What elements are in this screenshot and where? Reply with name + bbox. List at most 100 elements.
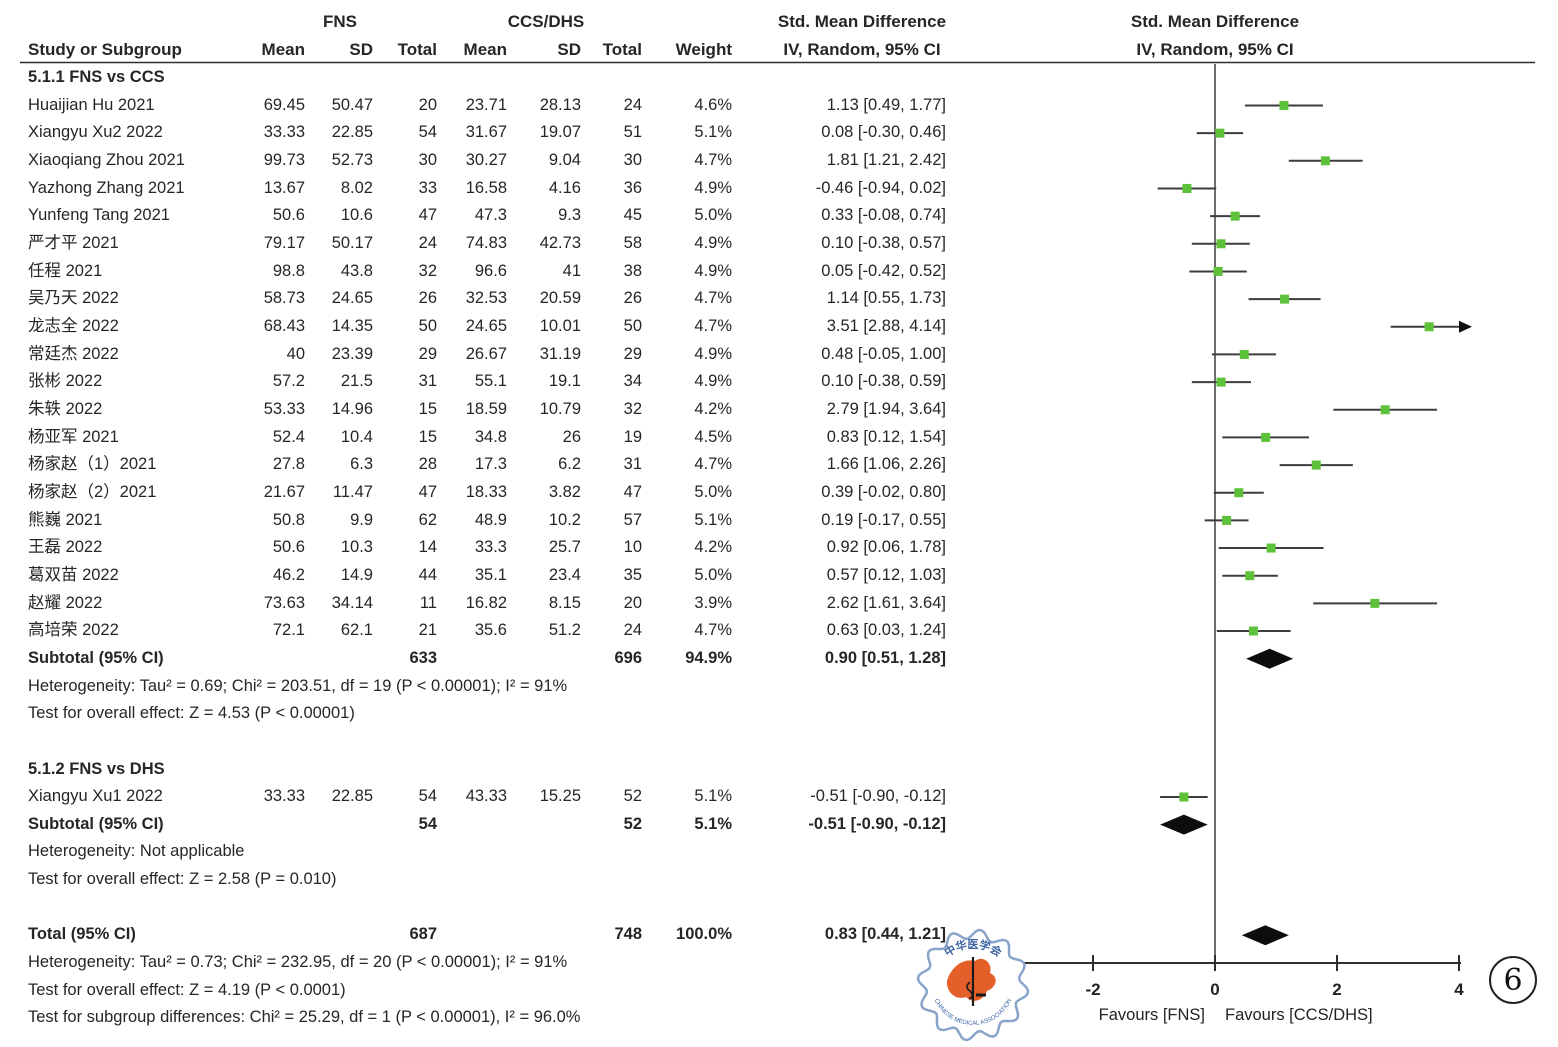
- study-row: 张彬 2022 57.2 21.5 31 55.1 19.1 34 4.9% 0.10 [-0.…: [0, 368, 990, 396]
- weight: 4.7%: [694, 150, 732, 169]
- fns-total: 15: [418, 427, 437, 446]
- study-row: 熊巍 2021 50.8 9.9 62 48.9 10.2 57 5.1% 0.19 [-0.1…: [0, 507, 990, 535]
- subtotal-ci: -0.51 [-0.90, -0.12]: [808, 814, 946, 833]
- ccs-total: 50: [623, 316, 642, 335]
- summary-diamond: [1246, 648, 1294, 669]
- fns-total: 14: [418, 538, 437, 557]
- ccs-mean: 16.58: [465, 178, 507, 197]
- ci-text: 0.05 [-0.42, 0.52]: [821, 261, 946, 280]
- ccs-sd: 42.73: [539, 233, 581, 252]
- study-row: 杨家赵（1）2021 27.8 6.3 28 17.3 6.2 31 4.7% 1.66 [1.…: [0, 451, 990, 479]
- ccs-total: 20: [623, 593, 642, 612]
- ccs-sd: 19.07: [539, 123, 581, 142]
- study-row: 严才平 2021 79.17 50.17 24 74.83 42.73 58 4.9% 0.10…: [0, 230, 990, 258]
- overall-effect-row: Test for overall effect: Z = 4.53 (P < 0…: [0, 700, 990, 728]
- effect-subtitle-right: IV, Random, 95% CI: [1136, 40, 1294, 59]
- ccs-total: 24: [623, 95, 642, 114]
- effect-marker: [1230, 211, 1240, 221]
- col-header-mean: Mean: [463, 40, 507, 59]
- ci-text: 0.19 [-0.17, 0.55]: [821, 510, 946, 529]
- ccs-mean: 30.27: [465, 150, 507, 169]
- effect-marker: [1215, 128, 1225, 138]
- effect-marker: [1370, 598, 1380, 608]
- subtotal-label: Subtotal (95% CI): [28, 814, 164, 833]
- ci-text: 0.57 [0.12, 1.03]: [826, 565, 946, 584]
- cma-stamp-serpent: [966, 981, 974, 1000]
- weight: 4.9%: [694, 372, 732, 391]
- ci-text: 1.14 [0.55, 1.73]: [826, 289, 946, 308]
- weight: 4.7%: [694, 455, 732, 474]
- group1-header: FNS: [323, 12, 357, 31]
- study-row: Yazhong Zhang 2021 13.67 8.02 33 16.58 4.16 36…: [0, 175, 990, 203]
- fns-sd: 11.47: [332, 482, 373, 501]
- ccs-sd: 26: [562, 427, 581, 446]
- study-name: Xiangyu Xu2 2022: [28, 123, 163, 142]
- effect-marker: [1424, 322, 1434, 332]
- fns-sd: 24.65: [331, 289, 373, 308]
- study-name: 朱轶 2022: [28, 399, 103, 418]
- fns-total: 32: [418, 261, 437, 280]
- fns-sd: 23.39: [331, 344, 373, 363]
- ccs-sd: 9.04: [548, 150, 581, 169]
- fns-mean: 40: [286, 344, 305, 363]
- effect-marker: [1320, 156, 1330, 166]
- ccs-sd: 23.4: [548, 565, 581, 584]
- ci-text: 0.92 [0.06, 1.78]: [826, 538, 946, 557]
- total-row: Total (95% CI) 687 748 100.0% 0.83 [0.44, 1.…: [0, 921, 990, 949]
- col-header-total: Total: [397, 40, 437, 59]
- study-row: Xiangyu Xu1 2022 33.33 22.85 54 43.33 15.25 52…: [0, 783, 990, 811]
- ci-arrow: [1459, 320, 1472, 333]
- subtotal-fns-total: 54: [418, 814, 437, 833]
- ccs-total: 30: [623, 150, 642, 169]
- ccs-sd: 10.79: [539, 399, 581, 418]
- ccs-mean: 34.8: [474, 427, 507, 446]
- fns-sd: 62.1: [340, 621, 373, 640]
- fns-total: 26: [418, 289, 437, 308]
- fns-total: 31: [418, 372, 437, 391]
- ccs-total: 58: [623, 233, 642, 252]
- fns-mean: 57.2: [272, 372, 305, 391]
- weight: 4.2%: [694, 538, 732, 557]
- effect-marker: [1222, 515, 1232, 525]
- ci-text: 0.39 [-0.02, 0.80]: [821, 482, 946, 501]
- effect-title-left: Std. Mean Difference: [777, 12, 947, 31]
- effect-marker: [1311, 460, 1321, 470]
- ccs-total: 29: [623, 344, 642, 363]
- ccs-mean: 32.53: [465, 289, 507, 308]
- ci-text: 0.48 [-0.05, 1.00]: [821, 344, 946, 363]
- fns-mean: 33.33: [263, 787, 305, 806]
- study-name: 杨家赵（1）2021: [28, 455, 157, 474]
- ccs-mean: 18.59: [465, 399, 507, 418]
- ci-text: 1.81 [1.21, 2.42]: [826, 150, 946, 169]
- weight: 4.9%: [694, 233, 732, 252]
- subtotal-fns-total: 633: [409, 648, 437, 667]
- ccs-mean: 26.67: [465, 344, 507, 363]
- ci-text: 0.08 [-0.30, 0.46]: [821, 123, 946, 142]
- study-row: 葛双苗 2022 46.2 14.9 44 35.1 23.4 35 5.0% 0.57 [0.…: [0, 562, 990, 590]
- fns-sd: 9.9: [350, 510, 373, 529]
- ci-text: 1.13 [0.49, 1.77]: [826, 95, 946, 114]
- weight: 4.6%: [694, 95, 732, 114]
- study-name: 张彬 2022: [28, 372, 103, 391]
- weight: 4.9%: [694, 261, 732, 280]
- ci-text: 2.62 [1.61, 3.64]: [826, 593, 946, 612]
- ccs-total: 34: [623, 372, 642, 391]
- fns-mean: 72.1: [272, 621, 305, 640]
- weight: 4.7%: [694, 621, 732, 640]
- fns-total: 30: [418, 150, 437, 169]
- fns-total: 50: [418, 316, 437, 335]
- ccs-sd: 8.15: [548, 593, 581, 612]
- ccs-sd: 25.7: [548, 538, 581, 557]
- ci-text: -0.46 [-0.94, 0.02]: [815, 178, 946, 197]
- ccs-total: 10: [623, 538, 642, 557]
- section-title: 5.1.1 FNS vs CCS: [0, 64, 990, 92]
- fns-sd: 10.4: [340, 427, 373, 446]
- heterogeneity-row: Heterogeneity: Not applicable: [0, 838, 990, 866]
- total-fns-total: 687: [409, 925, 437, 944]
- x-tick-label: 2: [1332, 980, 1341, 999]
- weight: 5.0%: [694, 206, 732, 225]
- study-name: Huaijian Hu 2021: [28, 95, 155, 114]
- fns-mean: 33.33: [263, 123, 305, 142]
